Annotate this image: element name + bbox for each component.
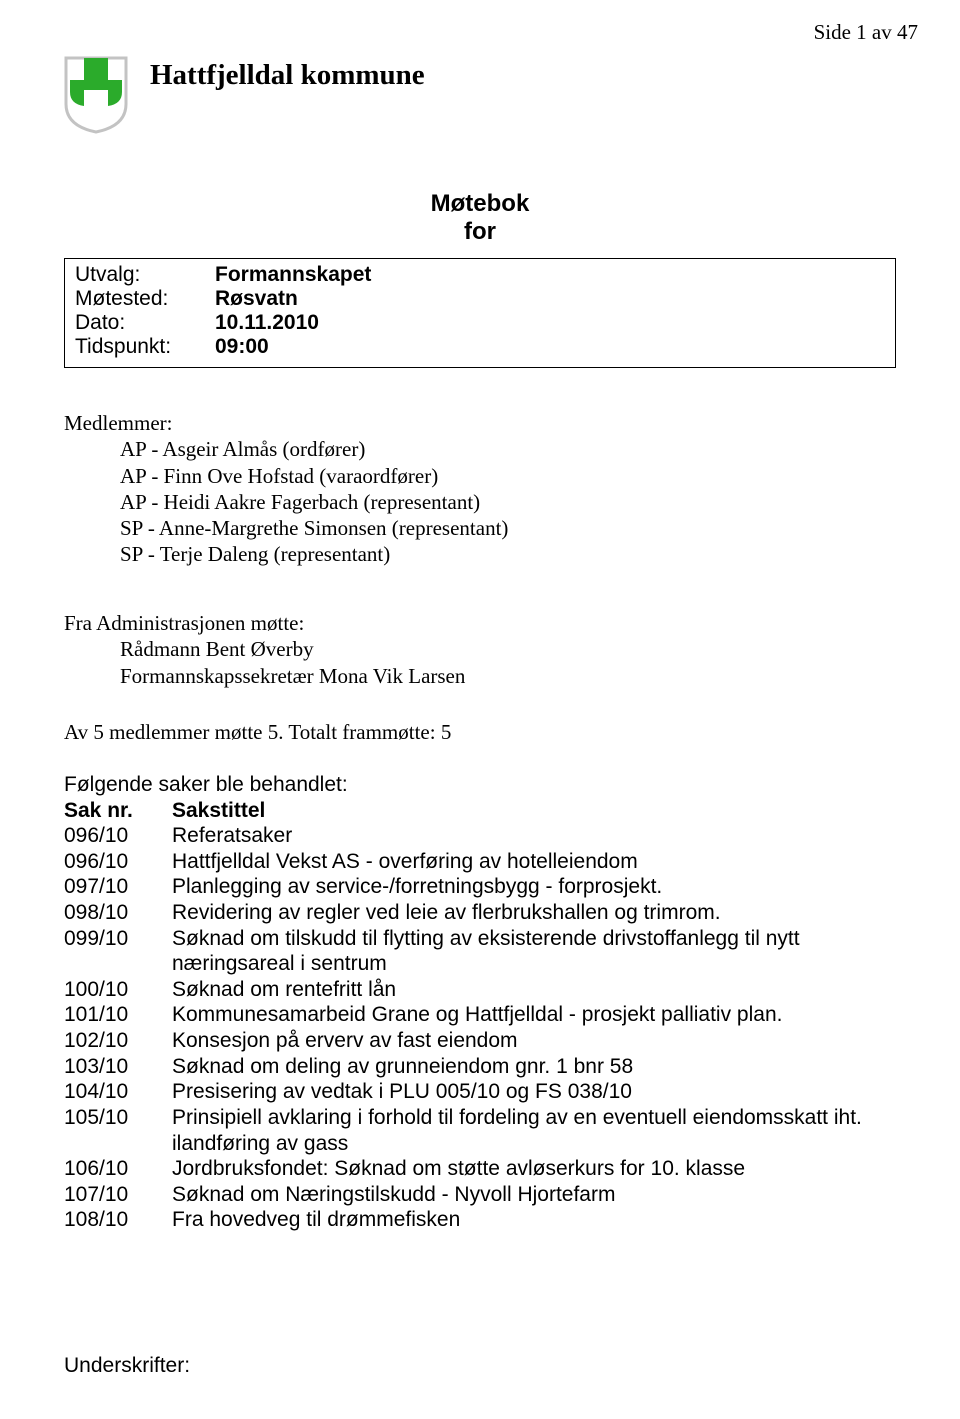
case-row: 097/10 Planlegging av service-/forretnin… <box>64 874 904 900</box>
case-number: 101/10 <box>64 1002 172 1028</box>
case-row: 102/10 Konsesjon på erverv av fast eiend… <box>64 1028 904 1054</box>
case-title: Søknad om rentefritt lån <box>172 977 904 1003</box>
case-number: 104/10 <box>64 1079 172 1105</box>
meeting-label: Dato: <box>75 311 215 335</box>
case-row: 104/10 Presisering av vedtak i PLU 005/1… <box>64 1079 904 1105</box>
cases-header-row: Sak nr. Sakstittel <box>64 798 904 824</box>
administration-section: Fra Administrasjonen møtte: Rådmann Bent… <box>64 610 465 689</box>
member-item: AP - Heidi Aakre Fagerbach (representant… <box>120 489 508 515</box>
member-item: AP - Finn Ove Hofstad (varaordfører) <box>120 463 508 489</box>
members-heading: Medlemmer: <box>64 410 508 436</box>
case-row: 103/10 Søknad om deling av grunneiendom … <box>64 1054 904 1080</box>
case-title: Søknad om tilskudd til flytting av eksis… <box>172 926 904 977</box>
case-row: 098/10 Revidering av regler ved leie av … <box>64 900 904 926</box>
document-header: Hattfjelldal kommune <box>64 56 425 134</box>
meeting-row: Møtested: Røsvatn <box>75 287 885 311</box>
case-row: 107/10 Søknad om Næringstilskudd - Nyvol… <box>64 1182 904 1208</box>
meeting-row: Utvalg: Formannskapet <box>75 263 885 287</box>
case-number: 102/10 <box>64 1028 172 1054</box>
meeting-row: Dato: 10.11.2010 <box>75 311 885 335</box>
case-row: 096/10 Referatsaker <box>64 823 904 849</box>
case-row: 105/10 Prinsipiell avklaring i forhold t… <box>64 1105 904 1156</box>
admin-item: Formannskapssekretær Mona Vik Larsen <box>120 663 465 689</box>
attendance-line: Av 5 medlemmer møtte 5. Totalt frammøtte… <box>64 720 451 745</box>
cases-section: Følgende saker ble behandlet: Sak nr. Sa… <box>64 772 904 1233</box>
case-title: Søknad om deling av grunneiendom gnr. 1 … <box>172 1054 904 1080</box>
municipality-title: Hattfjelldal kommune <box>150 56 425 92</box>
meeting-rows: Utvalg: Formannskapet Møtested: Røsvatn … <box>75 263 885 359</box>
motebok-line1: Møtebok <box>0 190 960 218</box>
motebok-line2: for <box>0 218 960 246</box>
meeting-label: Tidspunkt: <box>75 335 215 359</box>
cases-col1: Sak nr. <box>64 798 172 824</box>
case-title: Revidering av regler ved leie av flerbru… <box>172 900 904 926</box>
meeting-info-box: Utvalg: Formannskapet Møtested: Røsvatn … <box>64 258 896 368</box>
case-number: 106/10 <box>64 1156 172 1182</box>
meeting-label: Møtested: <box>75 287 215 311</box>
members-list: AP - Asgeir Almås (ordfører)AP - Finn Ov… <box>64 436 508 567</box>
case-number: 099/10 <box>64 926 172 952</box>
signatures-label: Underskrifter: <box>64 1354 190 1378</box>
case-title: Hattfjelldal Vekst AS - overføring av ho… <box>172 849 904 875</box>
meeting-value: Røsvatn <box>215 287 298 311</box>
meeting-value: 09:00 <box>215 335 269 359</box>
member-item: SP - Terje Daleng (representant) <box>120 541 508 567</box>
meeting-row: Tidspunkt: 09:00 <box>75 335 885 359</box>
page-number: Side 1 av 47 <box>814 20 918 45</box>
members-section: Medlemmer: AP - Asgeir Almås (ordfører)A… <box>64 410 508 568</box>
case-title: Planlegging av service-/forretningsbygg … <box>172 874 904 900</box>
admin-list: Rådmann Bent ØverbyFormannskapssekretær … <box>64 636 465 689</box>
case-number: 096/10 <box>64 849 172 875</box>
admin-item: Rådmann Bent Øverby <box>120 636 465 662</box>
case-row: 099/10 Søknad om tilskudd til flytting a… <box>64 926 904 977</box>
page: Side 1 av 47 Hattfjelldal kommune Møtebo… <box>0 0 960 1419</box>
case-number: 100/10 <box>64 977 172 1003</box>
case-title: Prinsipiell avklaring i forhold til ford… <box>172 1105 904 1156</box>
case-number: 105/10 <box>64 1105 172 1131</box>
case-number: 096/10 <box>64 823 172 849</box>
case-title: Fra hovedveg til drømmefisken <box>172 1207 904 1233</box>
case-title: Jordbruksfondet: Søknad om støtte avløse… <box>172 1156 904 1182</box>
case-title: Referatsaker <box>172 823 904 849</box>
meeting-label: Utvalg: <box>75 263 215 287</box>
case-title: Kommunesamarbeid Grane og Hattfjelldal -… <box>172 1002 904 1028</box>
case-row: 096/10 Hattfjelldal Vekst AS - overførin… <box>64 849 904 875</box>
case-number: 107/10 <box>64 1182 172 1208</box>
case-row: 100/10 Søknad om rentefritt lån <box>64 977 904 1003</box>
member-item: AP - Asgeir Almås (ordfører) <box>120 436 508 462</box>
case-title: Søknad om Næringstilskudd - Nyvoll Hjort… <box>172 1182 904 1208</box>
meeting-value: Formannskapet <box>215 263 371 287</box>
case-number: 108/10 <box>64 1207 172 1233</box>
case-row: 106/10 Jordbruksfondet: Søknad om støtte… <box>64 1156 904 1182</box>
cases-intro: Følgende saker ble behandlet: <box>64 772 904 798</box>
document-title: Møtebok for <box>0 190 960 245</box>
case-title: Konsesjon på erverv av fast eiendom <box>172 1028 904 1054</box>
case-row: 101/10 Kommunesamarbeid Grane og Hattfje… <box>64 1002 904 1028</box>
cases-list: 096/10 Referatsaker 096/10 Hattfjelldal … <box>64 823 904 1233</box>
case-number: 103/10 <box>64 1054 172 1080</box>
cases-col2: Sakstittel <box>172 798 265 824</box>
shield-icon <box>64 56 128 134</box>
meeting-value: 10.11.2010 <box>215 311 319 335</box>
admin-heading: Fra Administrasjonen møtte: <box>64 610 465 636</box>
case-number: 097/10 <box>64 874 172 900</box>
case-title: Presisering av vedtak i PLU 005/10 og FS… <box>172 1079 904 1105</box>
member-item: SP - Anne-Margrethe Simonsen (representa… <box>120 515 508 541</box>
case-number: 098/10 <box>64 900 172 926</box>
case-row: 108/10 Fra hovedveg til drømmefisken <box>64 1207 904 1233</box>
